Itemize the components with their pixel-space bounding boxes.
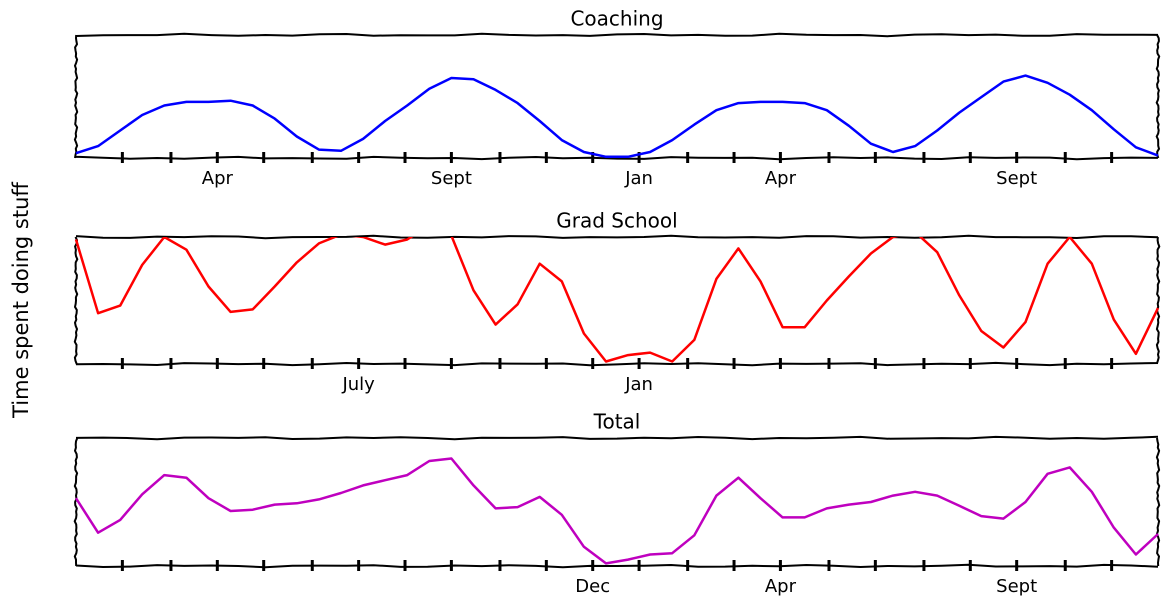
chart-title: Coaching [570, 7, 663, 31]
data-line [74, 457, 1159, 565]
x-tick-label: Sept [996, 576, 1037, 597]
frame [73, 234, 1161, 367]
chart-title: Grad School [556, 209, 677, 233]
x-tick-label: Jan [624, 168, 653, 189]
x-tick-label: Apr [765, 168, 797, 189]
x-tick-label: Dec [575, 576, 610, 597]
y-axis-label: Time spent doing stuff [9, 182, 33, 419]
x-tick-label: Jan [624, 374, 653, 395]
x-tick-label: Apr [202, 168, 234, 189]
x-tick-label: July [341, 374, 375, 395]
frame [73, 32, 1161, 161]
frame [73, 435, 1161, 569]
x-tick-label: Apr [765, 576, 797, 597]
chart-title: Total [593, 410, 641, 434]
data-line [75, 74, 1159, 159]
x-tick-label: Sept [431, 168, 472, 189]
x-tick-label: Sept [996, 168, 1037, 189]
data-line [74, 237, 1160, 363]
